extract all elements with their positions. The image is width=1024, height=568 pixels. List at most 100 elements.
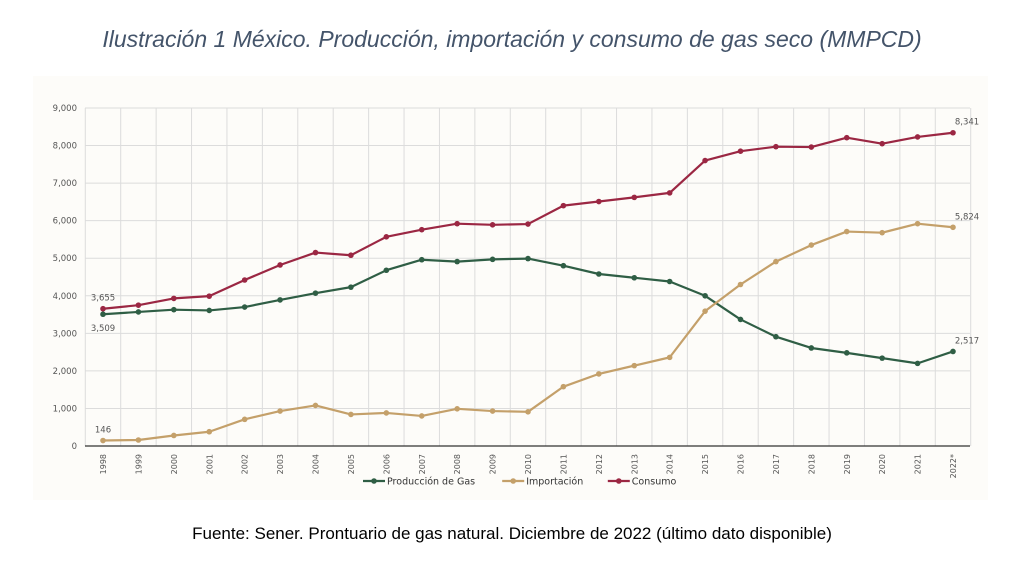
data-point — [489, 256, 496, 263]
data-point — [737, 316, 744, 323]
legend-swatch-marker — [371, 478, 377, 484]
x-tick-label: 2002 — [241, 454, 250, 474]
x-tick-label: 2014 — [666, 454, 675, 474]
data-point — [206, 428, 213, 435]
data-point — [277, 408, 283, 414]
data-point — [312, 290, 319, 296]
y-tick-label: 7,000 — [53, 179, 77, 189]
x-tick-label: 2018 — [807, 454, 816, 474]
data-point — [206, 307, 213, 314]
x-tick-label: 2012 — [595, 454, 604, 474]
x-tick-label: 2010 — [524, 454, 533, 474]
x-tick-label: 1998 — [99, 454, 108, 474]
data-point — [596, 371, 602, 377]
x-tick-label: 2003 — [276, 454, 285, 474]
data-point — [666, 278, 673, 285]
data-point — [631, 362, 638, 369]
x-tick-label: 2015 — [701, 454, 710, 474]
data-point — [596, 271, 602, 277]
x-tick-label: 2004 — [312, 454, 321, 474]
legend-label: Importación — [526, 477, 583, 488]
data-point — [100, 437, 106, 444]
x-tick-label: 2019 — [843, 454, 852, 474]
data-label: 3,509 — [91, 324, 115, 334]
data-point — [879, 355, 885, 361]
data-point — [950, 129, 956, 136]
x-tick-label: 2008 — [453, 454, 462, 474]
y-tick-label: 2,000 — [53, 367, 77, 377]
data-point — [348, 411, 354, 418]
x-tick-label: 1999 — [134, 454, 143, 474]
x-tick-label: 2020 — [878, 454, 887, 474]
y-tick-label: 9,000 — [53, 104, 77, 114]
data-point — [914, 360, 921, 367]
data-point — [737, 281, 744, 288]
x-tick-label: 2011 — [559, 454, 568, 474]
x-tick-label: 2000 — [170, 454, 179, 474]
data-point — [808, 144, 815, 150]
x-tick-label: 2013 — [630, 454, 639, 474]
data-point — [525, 409, 531, 415]
data-point — [950, 224, 956, 231]
series-line-producción-de-gas — [102, 257, 954, 365]
data-point — [312, 402, 319, 409]
data-point — [312, 249, 319, 256]
y-tick-label: 5,000 — [53, 254, 77, 264]
data-point — [843, 350, 850, 356]
data-point — [241, 416, 248, 423]
x-tick-label: 2006 — [382, 454, 391, 474]
data-point — [489, 408, 496, 414]
y-tick-label: 4,000 — [53, 292, 77, 302]
data-point — [489, 221, 496, 228]
data-label: 2,517 — [955, 336, 979, 346]
chart-area: 0 1,000 2,000 3,000 4,000 5,000 6,000 7,000 8,00… — [33, 76, 988, 500]
data-point — [383, 234, 390, 240]
data-point — [808, 242, 815, 248]
x-tick-label: 2007 — [418, 454, 427, 474]
data-point — [666, 190, 673, 196]
x-tick-label: 2021 — [914, 454, 923, 474]
data-point — [277, 262, 283, 268]
data-point — [596, 198, 602, 205]
data-point — [454, 258, 460, 265]
data-label: 3,655 — [91, 294, 115, 304]
y-tick-label: 3,000 — [53, 329, 77, 339]
data-point — [135, 437, 142, 443]
data-point — [418, 256, 425, 263]
data-point — [171, 432, 177, 439]
data-point — [631, 274, 638, 281]
data-point — [560, 202, 567, 209]
x-tick-label: 2017 — [772, 454, 781, 474]
y-tick-label: 0 — [72, 442, 77, 452]
legend-label: Producción de Gas — [387, 477, 475, 488]
data-point — [879, 140, 885, 147]
data-point — [702, 308, 708, 314]
source-note: Fuente: Sener. Prontuario de gas natural… — [192, 524, 832, 543]
line-chart: 0 1,000 2,000 3,000 4,000 5,000 6,000 7,000 8,00… — [53, 104, 980, 488]
data-point — [950, 348, 956, 355]
figure-title: Ilustración 1 México. Producción, import… — [102, 26, 922, 52]
data-point — [525, 221, 531, 227]
data-point — [808, 345, 815, 351]
legend-swatch-marker — [510, 478, 516, 484]
data-point — [241, 304, 248, 310]
data-point — [100, 311, 106, 318]
y-tick-label: 6,000 — [53, 217, 77, 227]
x-tick-label: 2022* — [949, 454, 958, 478]
x-tick-label: 2001 — [205, 454, 214, 474]
x-tick-label: 2016 — [737, 454, 746, 474]
data-point — [418, 413, 425, 419]
data-point — [100, 305, 106, 312]
data-point — [171, 295, 177, 302]
legend-label: Consumo — [632, 477, 677, 488]
data-point — [383, 410, 390, 416]
x-tick-label: 2009 — [489, 454, 498, 474]
data-point — [560, 383, 567, 390]
data-point — [773, 333, 779, 340]
data-label: 5,824 — [955, 212, 979, 222]
legend-swatch-marker — [616, 478, 622, 484]
data-point — [171, 306, 177, 313]
data-point — [241, 277, 248, 283]
data-point — [135, 309, 142, 315]
data-point — [383, 267, 390, 274]
